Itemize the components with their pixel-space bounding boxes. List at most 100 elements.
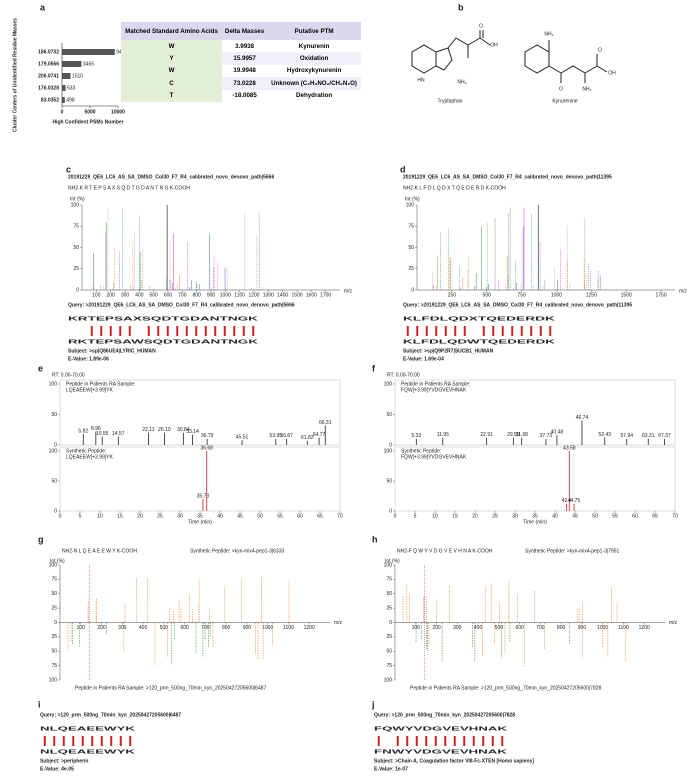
evalue-label: E-Value: 1.89e-06	[68, 356, 109, 362]
x-tick-label: 50	[592, 513, 598, 519]
y-tick-label: 50	[386, 591, 392, 597]
rt-range: RT: 0.00-70.00	[52, 372, 85, 378]
x-axis-title: Time (min)	[188, 519, 212, 525]
atom-label: NH₂	[582, 86, 591, 92]
x-tick-label: 600	[515, 625, 524, 631]
molecule-name: Kynurenine	[552, 98, 578, 104]
panel-label: f	[372, 363, 376, 373]
y-tick-label: 50	[386, 649, 392, 655]
x-tick-label: 5000	[84, 109, 95, 115]
pane-frame	[59, 379, 341, 446]
query-label: Query: >20191229_QE6_LC6_AS_SA_DMSO_Col3…	[403, 302, 632, 308]
x-tick-label: 45	[572, 513, 578, 519]
atom-label: O	[559, 86, 563, 92]
x-tick-label: 55	[612, 513, 618, 519]
peptide-sequence: NH2-N L Q E A E E W Y K-COOH	[62, 548, 137, 554]
x-axis-title: m/z	[344, 288, 353, 294]
peak-label: 35.73	[197, 493, 210, 499]
x-tick-label: 1300	[263, 292, 274, 298]
rt-range: RT: 0.00-70.00	[387, 372, 420, 378]
y-tick-label: 0	[54, 442, 57, 448]
subject-label: Subject: >Chain A, Coagulation factor VI…	[374, 758, 534, 764]
pane-peptide: LQEAEEW[+3.99]YK	[66, 454, 113, 460]
peak-label: 11.95	[437, 432, 449, 438]
peak-label: 57.94	[621, 433, 634, 439]
x-tick-label: 1750	[655, 292, 666, 298]
y-tick-label: 25	[73, 266, 79, 272]
bar	[62, 61, 82, 67]
atom-label: O	[598, 47, 602, 53]
table-cell: Y	[121, 52, 223, 65]
x-tick-label: 40	[552, 513, 558, 519]
x-tick-label: 1100	[234, 292, 245, 298]
table-cell: Kynurenin	[298, 42, 330, 50]
y-tick-label: 100	[49, 448, 58, 454]
x-tick-label: 10000	[111, 109, 125, 115]
table-row: W 19.9948 Hydroxykynurenin	[121, 64, 361, 78]
y-tick-label: 50	[386, 478, 392, 484]
x-axis-title: High Confident PSMs Number	[52, 119, 123, 125]
subject-label: Subject: >peripherin	[40, 758, 88, 764]
table-cell: C	[121, 77, 223, 90]
y-tick-label: 75	[408, 224, 414, 230]
x-tick-label: 1500	[291, 292, 302, 298]
y-tick-label: 25	[386, 634, 392, 640]
subject-sequence: FNWYVDGVEVHNAK	[374, 749, 508, 755]
x-tick-label: 1600	[306, 292, 317, 298]
peak-label: 36.79	[201, 433, 214, 439]
query-sequence: NLQEAEEWYK	[40, 726, 136, 732]
y-tick-label: 100	[49, 562, 58, 568]
atom-label: OH	[490, 42, 498, 48]
x-tick-label: 1500	[621, 292, 632, 298]
y-tick-label: 75	[73, 224, 79, 230]
panel-label: j	[371, 699, 375, 709]
subject-label: Subject: >sp|Q9P2R7|SUCB1_HUMAN	[403, 348, 494, 354]
value-label: 498	[66, 97, 75, 103]
y-tick-label: 75	[386, 663, 392, 669]
peak-label: 40.48	[551, 430, 564, 436]
x-tick-label: 25	[157, 513, 163, 519]
y-tick-label: 25	[51, 634, 57, 640]
x-tick-label: 1250	[586, 292, 597, 298]
y-tick-label: 100	[71, 202, 80, 208]
x-axis-title: m/z	[669, 620, 678, 626]
x-tick-label: 300	[453, 625, 462, 631]
x-tick-label: 300	[118, 625, 127, 631]
y-tick-label: 25	[51, 605, 57, 611]
x-tick-label: 10	[97, 513, 103, 519]
x-tick-label: 200	[432, 625, 441, 631]
x-tick-label: 1100	[283, 625, 294, 631]
query-label: Query: >20191229_QE6_LC6_AS_SA_DMSO_Col3…	[68, 302, 295, 308]
x-tick-label: 30	[177, 513, 183, 519]
x-tick-label: 900	[243, 625, 252, 631]
x-tick-label: 700	[201, 625, 210, 631]
y-tick-label: 100	[384, 448, 393, 454]
value-label: 1510	[72, 73, 83, 79]
x-axis-title: Time (min)	[523, 519, 547, 525]
atom-label: O	[479, 23, 483, 29]
x-tick-label: 15	[117, 513, 123, 519]
bottom-title: Peptide in Patients RA Sample: >120_prm_…	[75, 685, 267, 691]
column-header: Delta Masses	[222, 22, 268, 40]
x-tick-label: 1000	[551, 292, 562, 298]
y-tick-label: 75	[51, 577, 57, 583]
y-tick-label: 100	[49, 677, 58, 683]
peak-label: 8.96	[91, 426, 101, 432]
atom-label: HN	[417, 77, 425, 83]
peptide-sequence: NH2-K L F D L Q D X T Q E D E R D K-COOH	[403, 185, 506, 191]
pane-peptide: FQW[+3.99]YVDGVEVHNAK	[401, 387, 467, 393]
spectrum-title: 20191229_QE6_LC6_AS_SA_DMSO_Col30_F7_R4_…	[403, 174, 612, 180]
panel-label: c	[66, 164, 71, 174]
y-axis-title: Int (%)	[405, 196, 420, 202]
x-tick-label: 200	[106, 292, 115, 298]
peak-label: 29.59	[507, 432, 520, 438]
panel-label: b	[458, 2, 464, 12]
y-tick-label: 50	[51, 649, 57, 655]
query-sequence: FQWYVDGVEVHNAK	[374, 726, 508, 732]
query-label: Query: >120_prm_500ng_70min_kyn_20250427…	[40, 712, 181, 718]
x-tick-label: 600	[180, 625, 189, 631]
y-tick-label: 176.0328	[38, 85, 59, 91]
x-tick-label: 400	[474, 625, 483, 631]
y-tick-label: 83.0352	[41, 97, 59, 103]
